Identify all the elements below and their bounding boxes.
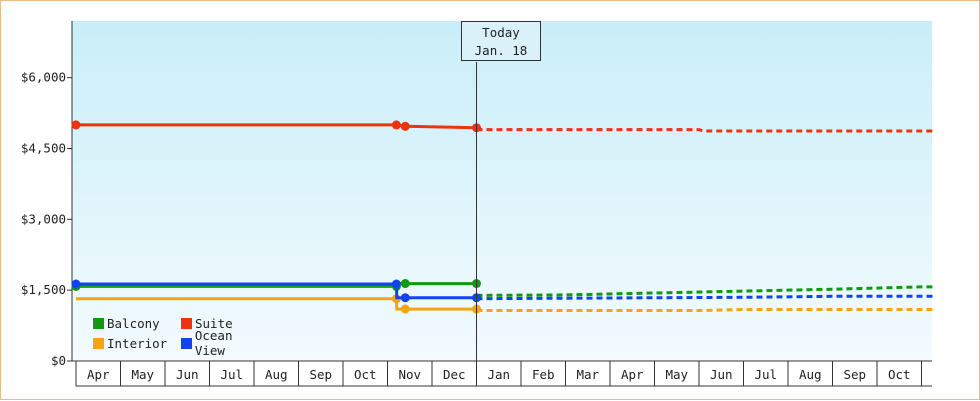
legend-swatch-interior <box>93 337 104 349</box>
legend-item-ocean-view: Ocean View <box>181 328 269 358</box>
data-point-ocean-view <box>71 279 81 289</box>
legend: Balcony Suite Interior Ocean View <box>93 313 269 358</box>
legend-label-suite: Suite <box>195 315 233 331</box>
legend-swatch-balcony <box>93 317 104 329</box>
history-line-interior <box>76 297 477 311</box>
today-callout: Today Jan. 18 <box>461 21 541 61</box>
data-point-suite <box>71 120 81 130</box>
legend-item-interior: Interior <box>93 336 181 351</box>
x-tick-label: Apr <box>621 367 644 382</box>
history-line-suite <box>76 123 477 130</box>
legend-label-balcony: Balcony <box>107 315 160 331</box>
legend-label-interior: Interior <box>107 335 168 351</box>
forecast-line-balcony <box>476 285 935 297</box>
x-tick-label: Oct <box>888 367 911 382</box>
series-interior <box>76 294 935 314</box>
x-tick-label: Aug <box>799 367 822 382</box>
x-tick-label: Jul <box>220 367 243 382</box>
x-tick-label: Jun <box>710 367 733 382</box>
x-axis: Apr May Jun Jul Aug Sep Oct Nov Dec Jan Feb Mar Apr M… <box>72 360 932 387</box>
x-tick-label: May <box>665 367 688 382</box>
y-tick-label: $3,000 <box>21 211 66 226</box>
x-tick-label: Oct <box>354 367 377 382</box>
series-suite <box>71 120 935 133</box>
data-point-ocean-view <box>400 293 410 303</box>
series-ocean-view <box>71 279 935 303</box>
forecast-line-ocean-view <box>476 294 935 301</box>
x-tick-label: Mar <box>576 367 599 382</box>
today-label: Today <box>482 25 520 40</box>
legend-item-suite: Suite <box>181 316 269 331</box>
x-tick-label: Apr <box>87 367 110 382</box>
y-tick-label: $6,000 <box>21 70 66 85</box>
forecast-line-interior <box>476 308 935 312</box>
legend-item-balcony: Balcony <box>93 316 181 331</box>
data-point-suite <box>400 121 410 131</box>
y-axis: $0 $1,500 $3,000 $4,500 $6,000 <box>21 21 73 368</box>
data-point-ocean-view <box>391 279 401 289</box>
plot-area <box>72 21 932 361</box>
y-tick-label: $1,500 <box>21 282 66 297</box>
x-tick-label: Aug <box>265 367 288 382</box>
forecast-line-suite <box>476 128 935 133</box>
legend-swatch-suite <box>181 317 192 329</box>
data-point-suite <box>391 120 401 130</box>
legend-label-ocean-view: Ocean View <box>194 328 233 358</box>
x-tick-label: Sep <box>843 367 866 382</box>
history-line-ocean-view <box>76 282 477 300</box>
data-point-interior <box>400 304 410 314</box>
x-tick-label: May <box>131 367 154 382</box>
x-tick-label: Jun <box>176 367 199 382</box>
x-tick-label: Dec <box>443 367 466 382</box>
y-tick-label: $4,500 <box>21 141 66 156</box>
series-layer <box>71 120 935 314</box>
legend-swatch-ocean-view <box>181 337 192 349</box>
x-tick-label: Feb <box>532 367 555 382</box>
x-tick-label: Nov <box>398 367 421 382</box>
today-date: Jan. 18 <box>474 43 528 58</box>
data-point-balcony <box>400 279 410 289</box>
x-tick-label: Jan <box>487 367 510 382</box>
x-tick-label: Jul <box>754 367 777 382</box>
x-tick-label: Sep <box>309 367 332 382</box>
y-tick-label: $0 <box>51 353 66 368</box>
